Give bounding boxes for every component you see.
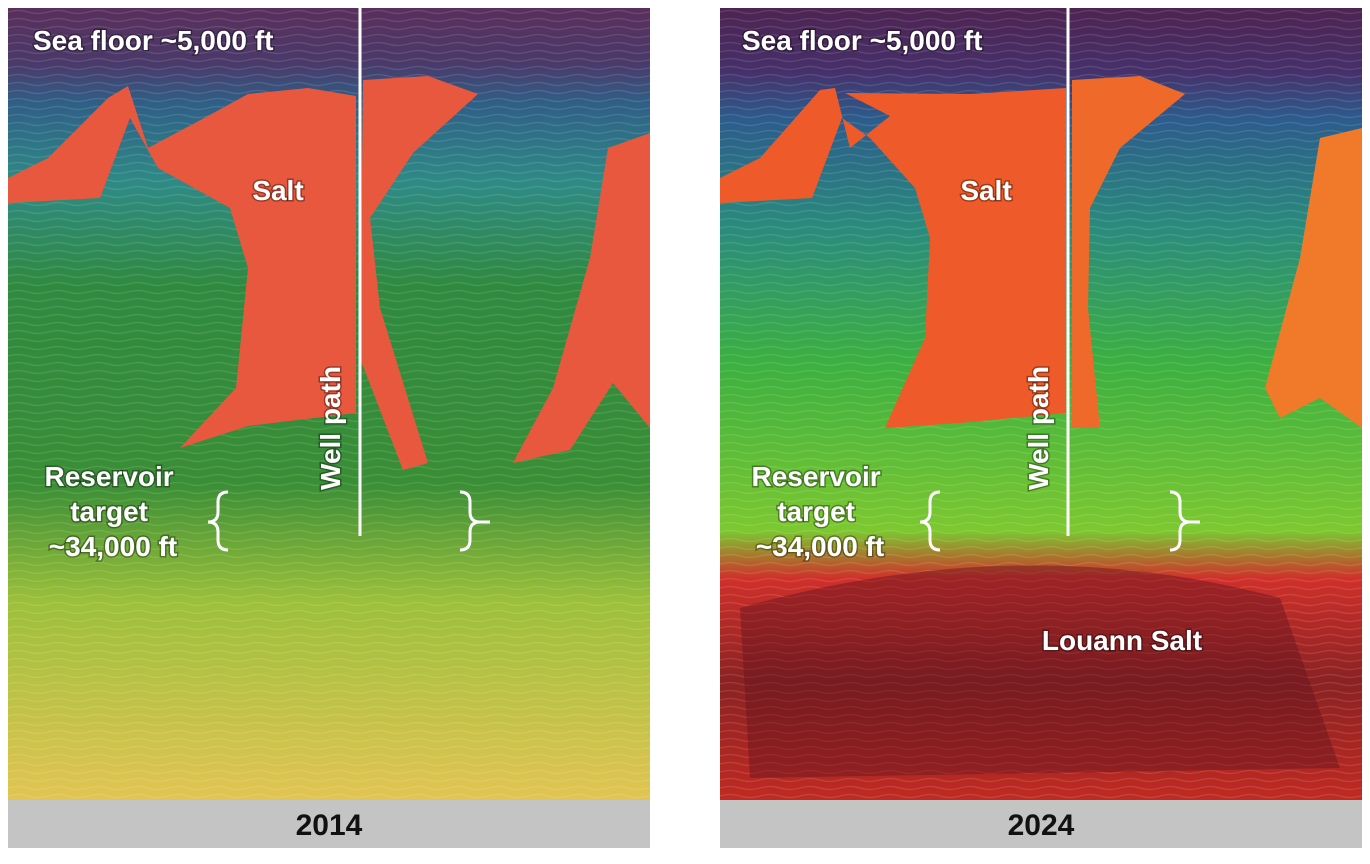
year-bar <box>720 800 1362 848</box>
panel-2014: Sea floor ~5,000 ft Salt Well path Reser… <box>8 8 650 848</box>
bracket <box>1169 490 1200 552</box>
bracket <box>459 490 490 552</box>
sea-floor-label: Sea floor ~5,000 ft <box>742 25 982 56</box>
salt-body <box>360 76 478 470</box>
salt-body <box>8 86 356 448</box>
bracket <box>207 490 229 552</box>
well-path-label: Well path <box>315 366 346 490</box>
bracket <box>919 490 941 552</box>
reservoir-label: Reservoir target ~34,000 ft <box>45 461 182 562</box>
year-label: 2014 <box>296 809 363 842</box>
well-path-label: Well path <box>1023 366 1054 490</box>
reservoir-line: Reservoir <box>45 461 174 492</box>
reservoir-line: Reservoir <box>752 461 881 492</box>
panel-2024: Sea floor ~5,000 ft Salt Well path Reser… <box>720 8 1362 848</box>
salt-body <box>513 133 650 463</box>
reservoir-line: ~34,000 ft <box>49 531 177 562</box>
sea-floor-label: Sea floor ~5,000 ft <box>33 25 273 56</box>
salt-body <box>1265 128 1362 428</box>
salt-body <box>1072 76 1185 428</box>
year-label: 2024 <box>1008 809 1075 842</box>
salt-label: Salt <box>960 175 1011 206</box>
louann-label: Louann Salt <box>1042 625 1202 656</box>
reservoir-line: target <box>777 496 855 527</box>
salt-label: Salt <box>252 175 303 206</box>
reservoir-line: target <box>70 496 148 527</box>
year-bar <box>8 800 650 848</box>
salt-body <box>720 88 1066 428</box>
reservoir-label: Reservoir target ~34,000 ft <box>752 461 889 562</box>
reservoir-line: ~34,000 ft <box>756 531 884 562</box>
louann-body <box>740 565 1340 778</box>
